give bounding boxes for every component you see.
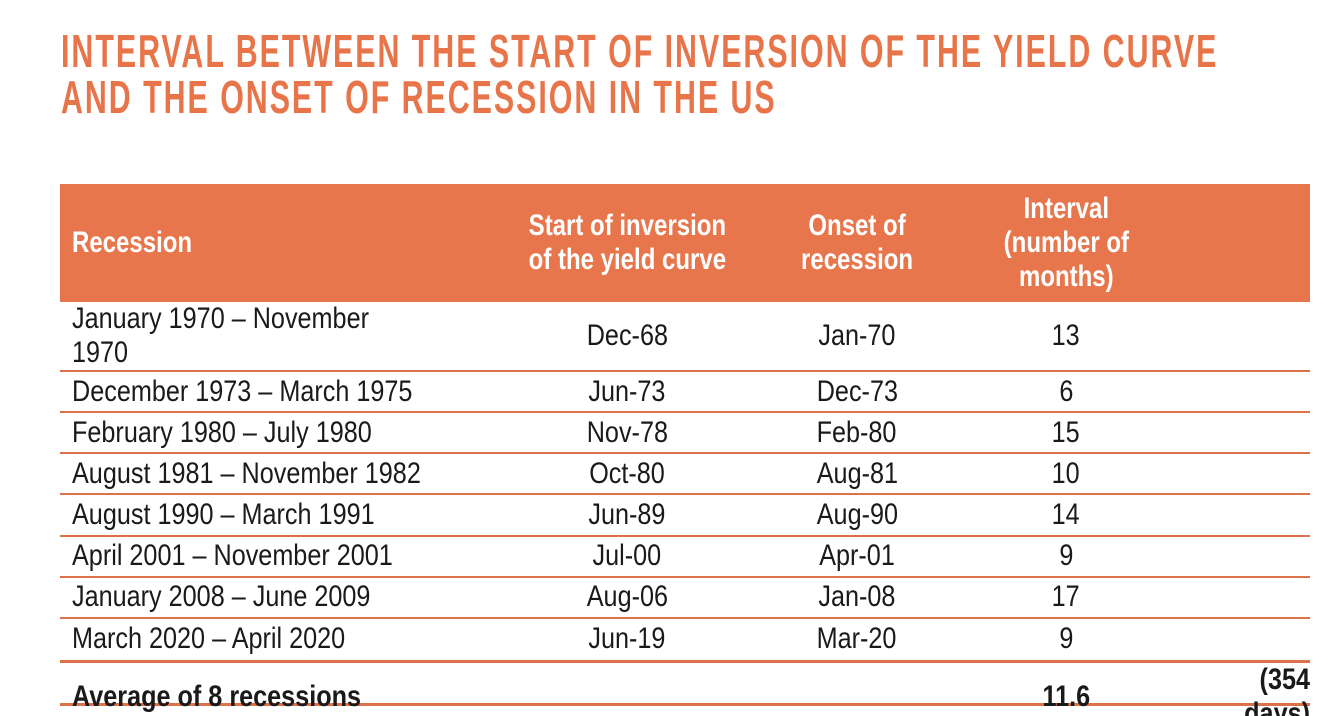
footer-empty-cell xyxy=(764,663,950,716)
cell-empty xyxy=(1182,454,1310,493)
table-header-row: Recession Start of inversion of the yiel… xyxy=(60,184,1310,302)
cell-interval: 17 xyxy=(1051,580,1081,614)
header-interval: Interval (number of months) xyxy=(1003,192,1129,293)
footer-label: Average of 8 recessions xyxy=(72,680,362,713)
cell-interval: 14 xyxy=(1051,497,1081,531)
table-row: August 1981 – November 1982 Oct-80 Aug-8… xyxy=(60,454,1310,496)
cell-inversion-start: Aug-06 xyxy=(586,580,668,614)
cell-interval: 15 xyxy=(1051,415,1081,449)
cell-empty xyxy=(1182,537,1310,576)
table-row: August 1990 – March 1991 Jun-89 Aug-90 1… xyxy=(60,495,1310,537)
footer-empty-cell xyxy=(490,663,764,716)
cell-inversion-start: Nov-78 xyxy=(586,415,668,449)
cell-recession: February 1980 – July 1980 xyxy=(72,415,372,449)
cell-interval: 6 xyxy=(1058,374,1074,408)
cell-interval: 9 xyxy=(1058,539,1074,573)
cell-empty xyxy=(1182,302,1310,370)
cell-recession-onset: Apr-01 xyxy=(819,539,895,573)
header-empty xyxy=(1182,184,1310,302)
footer-interval-average: 11.6 xyxy=(1042,680,1090,713)
table-row: December 1973 – March 1975 Jun-73 Dec-73… xyxy=(60,372,1310,414)
cell-empty xyxy=(1182,619,1310,660)
cell-interval: 13 xyxy=(1051,319,1081,352)
cell-empty xyxy=(1182,495,1310,534)
cell-recession-onset: Jan-70 xyxy=(818,319,896,352)
cell-interval: 10 xyxy=(1051,456,1081,490)
header-recession-onset: Onset of recession xyxy=(800,209,914,276)
cell-recession-onset: Jan-08 xyxy=(818,580,896,614)
cell-recession-onset: Aug-81 xyxy=(816,456,898,490)
header-recession: Recession xyxy=(72,226,193,259)
cell-recession-onset: Aug-90 xyxy=(816,497,898,531)
cell-empty xyxy=(1182,372,1310,411)
cell-recession-onset: Dec-73 xyxy=(816,374,898,408)
cell-empty xyxy=(1182,578,1310,617)
cell-interval: 9 xyxy=(1058,622,1074,656)
cell-inversion-start: Jun-89 xyxy=(588,497,666,531)
cell-empty xyxy=(1182,413,1310,452)
footer-days: (354 days) xyxy=(1244,663,1310,716)
cell-inversion-start: Jun-19 xyxy=(588,622,666,656)
cell-recession: January 2008 – June 2009 xyxy=(72,580,371,614)
recession-table: Recession Start of inversion of the yiel… xyxy=(60,184,1310,716)
table-row: January 2008 – June 2009 Aug-06 Jan-08 1… xyxy=(60,578,1310,619)
page-title: INTERVAL BETWEEN THE START OF INVERSION … xyxy=(61,25,1219,123)
cell-recession-onset: Feb-80 xyxy=(817,415,897,449)
cell-inversion-start: Dec-68 xyxy=(586,319,668,352)
cell-recession: March 2020 – April 2020 xyxy=(72,622,346,656)
cell-recession: August 1981 – November 1982 xyxy=(72,456,421,490)
cell-inversion-start: Jul-00 xyxy=(592,539,662,573)
table-body: January 1970 – November 1970 Dec-68 Jan-… xyxy=(60,302,1310,660)
table-row: January 1970 – November 1970 Dec-68 Jan-… xyxy=(60,302,1310,372)
cell-recession: January 1970 – November 1970 xyxy=(72,302,369,369)
cell-inversion-start: Jun-73 xyxy=(588,374,666,408)
cell-recession: August 1990 – March 1991 xyxy=(72,497,375,531)
cell-inversion-start: Oct-80 xyxy=(589,456,665,490)
table-row: February 1980 – July 1980 Nov-78 Feb-80 … xyxy=(60,413,1310,455)
header-inversion-start: Start of inversion of the yield curve xyxy=(528,209,726,276)
cell-recession: April 2001 – November 2001 xyxy=(72,539,393,573)
table-row: March 2020 – April 2020 Jun-19 Mar-20 9 xyxy=(60,619,1310,660)
table-row: April 2001 – November 2001 Jul-00 Apr-01… xyxy=(60,537,1310,578)
table-footer-row: Average of 8 recessions 11.6 (354 days) xyxy=(60,660,1310,716)
cell-recession-onset: Mar-20 xyxy=(817,622,897,656)
cell-recession: December 1973 – March 1975 xyxy=(72,374,413,408)
